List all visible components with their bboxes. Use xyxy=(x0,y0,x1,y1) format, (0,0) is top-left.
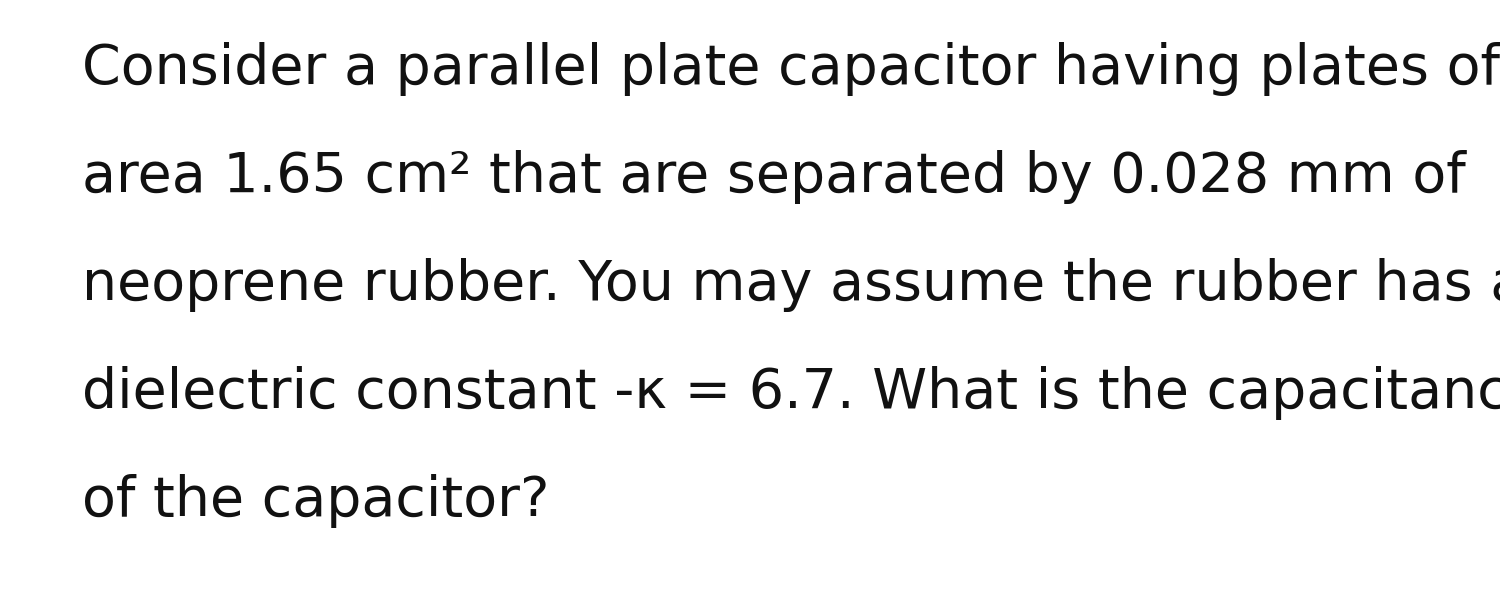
Text: area 1.65 cm² that are separated by 0.028 mm of: area 1.65 cm² that are separated by 0.02… xyxy=(82,150,1466,204)
Text: of the capacitor?: of the capacitor? xyxy=(82,474,550,528)
Text: Consider a parallel plate capacitor having plates of: Consider a parallel plate capacitor havi… xyxy=(82,42,1500,96)
Text: dielectric constant -κ = 6.7. What is the capacitance: dielectric constant -κ = 6.7. What is th… xyxy=(82,366,1500,420)
Text: neoprene rubber. You may assume the rubber has a: neoprene rubber. You may assume the rubb… xyxy=(82,258,1500,312)
